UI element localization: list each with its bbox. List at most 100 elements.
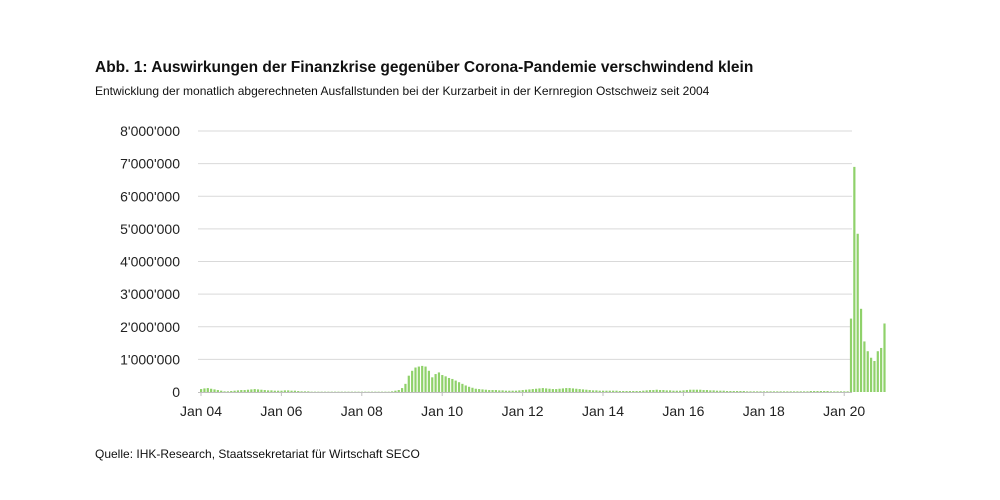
y-tick-label: 6'000'000 [120, 188, 180, 204]
bar [273, 390, 276, 392]
bar [880, 347, 883, 392]
bar [756, 391, 759, 392]
bar [638, 391, 642, 392]
bar [789, 391, 792, 392]
grid-lines [198, 130, 852, 360]
bar [682, 390, 685, 392]
bar [521, 390, 524, 392]
bar [672, 390, 675, 392]
bar [236, 390, 240, 392]
x-tick-label: Jan 16 [662, 403, 704, 419]
bar [226, 391, 229, 392]
bar [421, 365, 424, 392]
bar [243, 390, 246, 392]
bar [417, 366, 420, 392]
bar [514, 390, 518, 392]
bar [290, 390, 293, 392]
bar [300, 391, 303, 392]
bar [307, 391, 310, 392]
bar [870, 357, 873, 392]
bar [464, 385, 467, 392]
bar [846, 391, 849, 392]
bar [591, 390, 595, 392]
bar [632, 391, 635, 392]
bar [803, 391, 806, 392]
bar [622, 391, 625, 392]
bar [833, 391, 836, 392]
bar [759, 391, 762, 392]
bar [270, 390, 273, 392]
bar [665, 390, 668, 392]
bar [729, 391, 732, 392]
bar [434, 374, 437, 392]
x-axis-labels: Jan 04 Jan 06 Jan 08 Jan 10 Jan 12 Jan 14 Jan … [180, 403, 865, 419]
bar [635, 391, 638, 392]
bar [722, 390, 725, 392]
bar [565, 388, 568, 392]
bar [585, 389, 588, 392]
bar [498, 390, 501, 392]
bar [233, 390, 236, 392]
bar [427, 370, 430, 392]
bar [200, 389, 203, 392]
bar [739, 391, 742, 392]
bar [695, 389, 698, 392]
bar [213, 389, 216, 392]
bar [799, 391, 802, 392]
bar [256, 389, 260, 392]
x-tick-label: Jan 18 [743, 403, 785, 419]
chart-title: Abb. 1: Auswirkungen der Finanzkrise geg… [95, 59, 754, 76]
bar [468, 386, 471, 392]
x-tick-label: Jan 08 [341, 403, 383, 419]
bar [873, 361, 876, 392]
bar [494, 390, 497, 392]
bar [263, 390, 266, 392]
bar [481, 389, 484, 392]
bar [401, 388, 404, 392]
bar [836, 391, 839, 392]
bar [699, 389, 702, 392]
bar [303, 391, 307, 392]
bar [642, 390, 645, 392]
bar [742, 391, 745, 392]
bar [625, 391, 628, 392]
bar [662, 390, 665, 392]
bar [816, 391, 819, 392]
bar [806, 391, 809, 392]
bar [598, 390, 601, 392]
bar [390, 391, 394, 392]
y-tick-label: 2'000'000 [120, 319, 180, 335]
bar [568, 388, 571, 392]
bar [782, 391, 786, 392]
bar [796, 391, 799, 392]
bar [772, 391, 776, 392]
bar [675, 390, 678, 392]
bar [809, 391, 812, 392]
bar [839, 391, 843, 392]
bar [206, 388, 209, 392]
bar [689, 389, 692, 392]
y-axis-labels: 0 1'000'000 2'000'000 3'000'000 4'000'000 5'0… [120, 123, 180, 400]
bar [595, 390, 598, 392]
x-tick-label: Jan 14 [582, 403, 624, 419]
bar [692, 389, 695, 392]
bar [561, 388, 564, 392]
bar [280, 390, 283, 392]
bar [524, 389, 528, 392]
bar [602, 390, 605, 392]
bar [769, 391, 772, 392]
bar [454, 380, 457, 392]
bar [732, 391, 735, 392]
bar [883, 323, 886, 392]
bar [843, 391, 846, 392]
x-tick-label: Jan 10 [421, 403, 463, 419]
bar [719, 390, 722, 392]
bar [746, 391, 749, 392]
bar [628, 391, 631, 392]
bar [736, 391, 739, 392]
bar [702, 390, 705, 392]
bar [776, 391, 779, 392]
bar [863, 341, 866, 392]
y-tick-label: 4'000'000 [120, 254, 180, 270]
bar [705, 390, 709, 392]
